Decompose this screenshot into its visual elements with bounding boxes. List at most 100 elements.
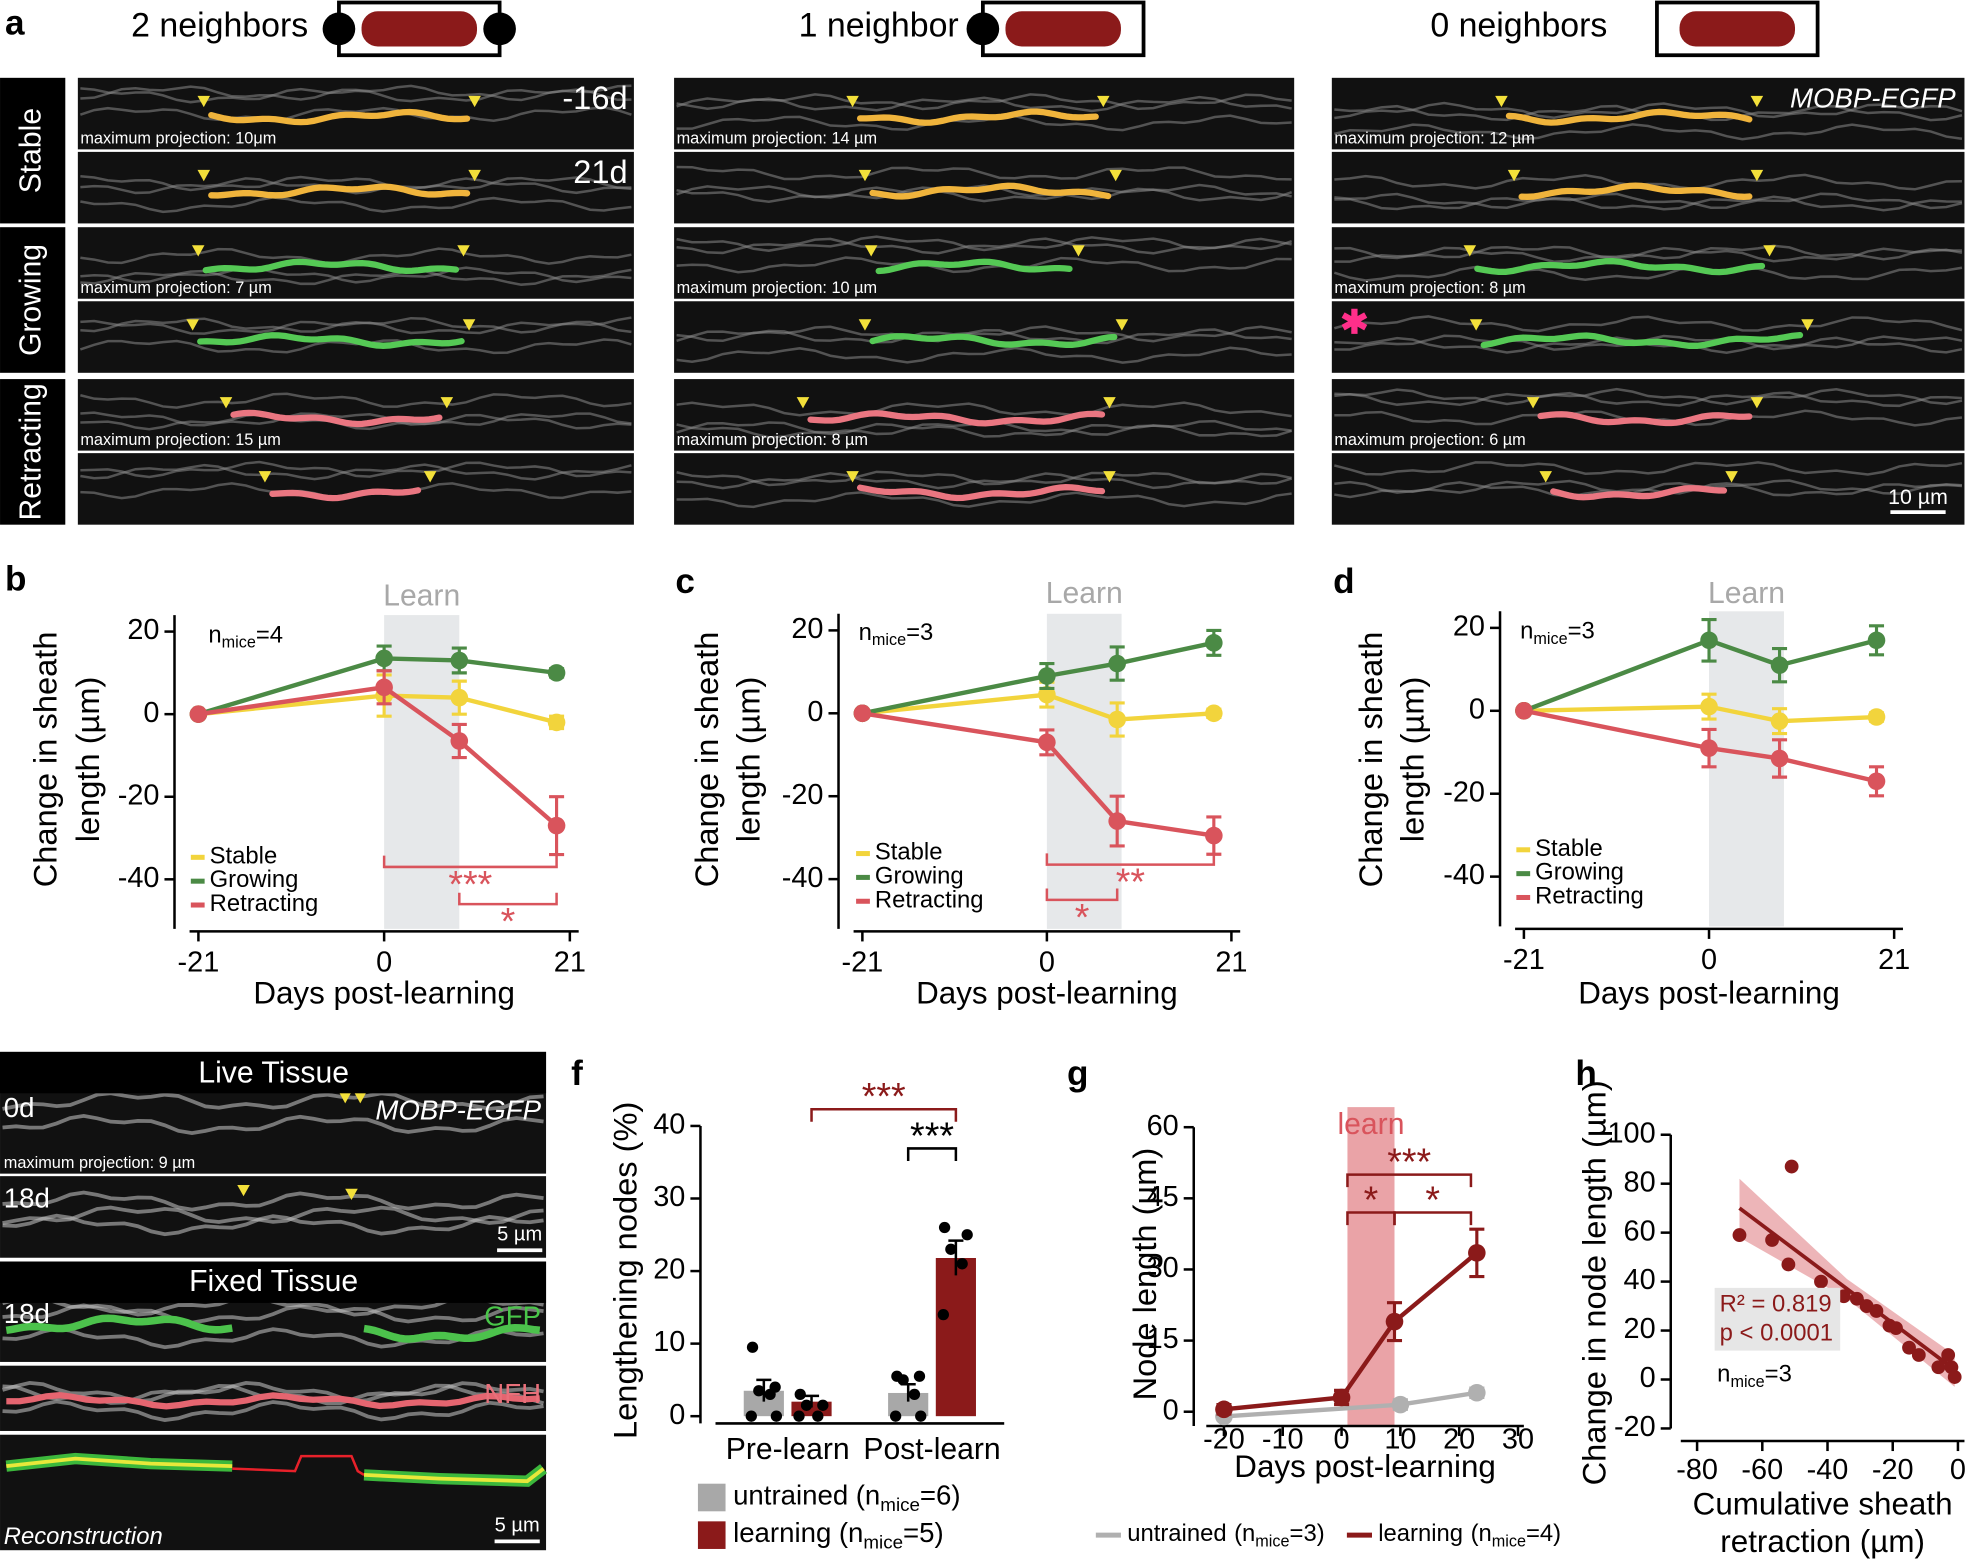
data-point — [1108, 812, 1126, 830]
micrograph — [674, 77, 1295, 150]
y-axis-label: length (µm) — [69, 677, 106, 843]
fiber — [676, 165, 1292, 181]
y-tick-label: 15 — [1147, 1323, 1179, 1355]
fiber — [2, 1213, 544, 1237]
data-point — [1038, 667, 1056, 685]
fiber — [2, 1205, 544, 1225]
axon-nfh — [6, 1392, 540, 1410]
data-point — [375, 649, 393, 668]
legend-label: untrained (nmice=6) — [733, 1480, 961, 1515]
projection-note: maximum projection: 9 µm — [4, 1154, 195, 1172]
text-part: mice — [1730, 1373, 1764, 1391]
fiber — [2, 1091, 544, 1111]
panel-letter: d — [1333, 562, 1354, 601]
significance-label: *** — [1387, 1141, 1431, 1183]
y-tick-label: 0 — [1469, 693, 1485, 725]
legend-label: Stable — [210, 843, 278, 870]
arrowhead — [1096, 95, 1110, 108]
data-point — [1205, 634, 1223, 652]
arrowhead — [858, 169, 872, 182]
stat-annotation: p < 0.0001 — [1720, 1320, 1833, 1347]
fiber — [80, 411, 632, 427]
data-point — [1941, 1348, 1956, 1362]
series-line — [1523, 637, 1878, 713]
legend-swatch — [697, 1521, 726, 1549]
series-line — [197, 656, 557, 717]
sheath — [869, 182, 1112, 200]
data-point — [1902, 1340, 1916, 1355]
x-tick-label: -60 — [1741, 1454, 1783, 1486]
individual-point — [961, 1229, 973, 1241]
learning-period — [1347, 1107, 1395, 1426]
y-tick-label: 40 — [653, 1109, 685, 1141]
x-axis-label: Days post-learning — [1578, 976, 1840, 1011]
timepoint: 0d — [4, 1092, 35, 1123]
y-axis-label: Change in sheath — [1352, 632, 1389, 888]
sheath — [1480, 332, 1804, 349]
legend-label: untrained (nmice=3) — [1127, 1520, 1324, 1550]
arrowhead — [846, 95, 859, 108]
marker-asterisk — [1341, 308, 1368, 334]
data-point — [1205, 704, 1223, 723]
significance-bracket — [1393, 1211, 1473, 1226]
projection-note: maximum projection: 12 µm — [1334, 130, 1535, 148]
data-point — [1889, 1321, 1903, 1336]
significance-label: * — [1425, 1178, 1440, 1220]
panel-letter: h — [1575, 1054, 1596, 1093]
sheath-gfp — [5, 1314, 233, 1335]
y-tick-label: 30 — [653, 1181, 685, 1213]
individual-point — [938, 1221, 951, 1234]
data-point — [1700, 739, 1718, 757]
series-line — [862, 692, 1214, 722]
series-line — [198, 693, 558, 725]
error-bar — [948, 1239, 964, 1276]
arrowhead — [1103, 397, 1116, 409]
y-tick-label: 0 — [1640, 1362, 1656, 1394]
significance-bracket — [1045, 888, 1119, 902]
annotation-box — [1714, 1287, 1841, 1351]
fiber — [676, 470, 1293, 487]
data-point — [189, 705, 208, 723]
legend-label: learning (nmice=5) — [733, 1517, 944, 1552]
micrograph — [674, 301, 1295, 373]
sheath-gfp — [363, 1324, 541, 1343]
significance-label: *** — [910, 1114, 954, 1156]
reconstruction-sheath — [363, 1467, 545, 1484]
arrowhead — [197, 95, 211, 108]
arrowhead — [197, 169, 211, 182]
y-axis-label: Change in sheath — [688, 632, 725, 888]
text-part: n — [208, 622, 221, 649]
arrowhead — [864, 245, 878, 257]
icon-sheath — [361, 11, 478, 47]
fiber — [2, 1399, 544, 1422]
bar — [888, 1392, 929, 1417]
arrowhead — [457, 245, 470, 257]
text-part: mice — [1533, 630, 1567, 648]
scale-bar-label: 5 µm — [495, 1515, 540, 1537]
y-tick-label: 0 — [1163, 1394, 1179, 1426]
y-tick-label: 40 — [1624, 1264, 1656, 1296]
text-part: mice — [872, 631, 906, 649]
data-point — [547, 816, 566, 835]
fiber — [80, 266, 632, 284]
row-label-box — [0, 379, 66, 525]
significance-bracket — [810, 1108, 958, 1122]
significance-bracket — [1346, 1173, 1473, 1188]
significance-bracket — [382, 855, 558, 869]
fiber — [676, 256, 1292, 274]
fiber — [79, 106, 632, 123]
text-part: mice — [863, 1531, 903, 1552]
sample-size: nmice=3 — [859, 619, 934, 649]
learning-period — [384, 615, 460, 929]
data-point — [1867, 708, 1886, 726]
sheath — [208, 108, 471, 126]
x-tick-label: 20 — [1443, 1424, 1475, 1456]
fiber — [676, 186, 1293, 203]
series-line — [861, 640, 1215, 716]
legend-label: Retracting — [875, 887, 984, 914]
text-part: =3 — [1765, 1361, 1792, 1388]
text-part: (n — [839, 1517, 864, 1548]
data-point — [1869, 1304, 1884, 1318]
sheath — [230, 409, 443, 428]
image-title: Fixed Tissue — [189, 1265, 358, 1298]
